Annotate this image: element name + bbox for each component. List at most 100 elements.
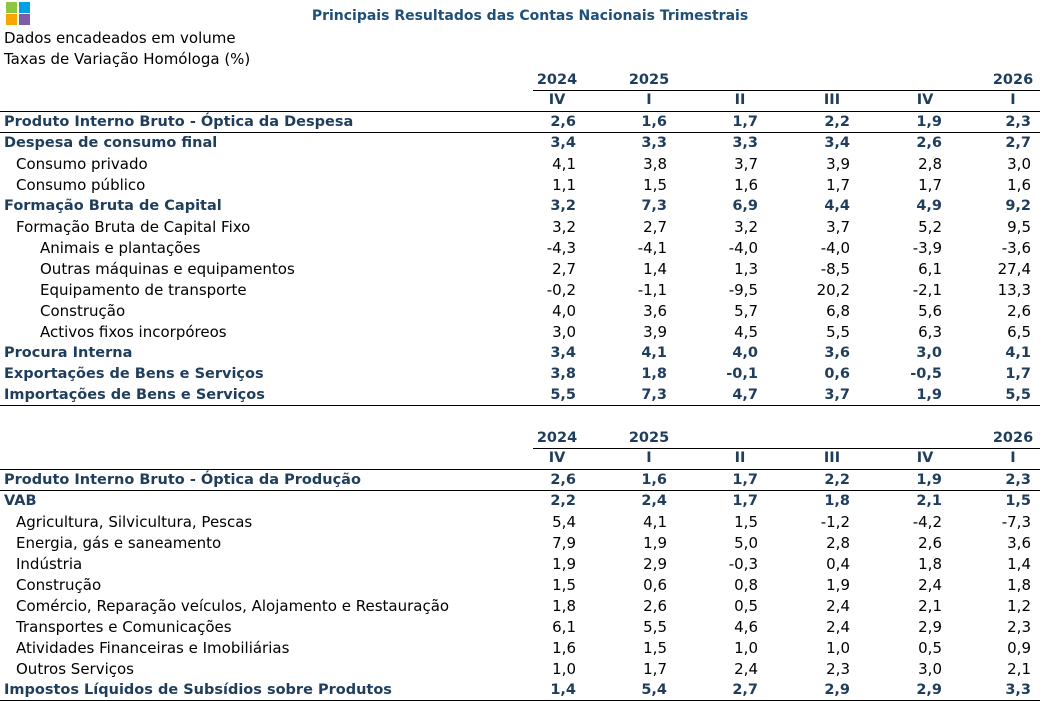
year-label: 2024 [536, 72, 578, 88]
cell-value: 2,9 [643, 555, 667, 573]
quarter-label: IV [548, 92, 566, 108]
cell-value: 2,8 [826, 534, 850, 552]
cell-value: 0,6 [824, 366, 850, 382]
cell-value: 3,9 [826, 155, 850, 173]
cell-value: 1,2 [1007, 597, 1031, 615]
divider [533, 448, 1040, 449]
cell-value: 5,4 [552, 513, 576, 531]
cell-value: 1,7 [732, 472, 758, 488]
cell-value: 2,3 [1005, 472, 1031, 488]
cell-value: 2,8 [918, 155, 942, 173]
cell-value: 5,6 [918, 302, 942, 320]
cell-value: 4,1 [643, 513, 667, 531]
cell-value: 4,5 [734, 323, 758, 341]
divider [0, 469, 1040, 470]
year-label: 2024 [536, 430, 578, 446]
cell-value: 3,7 [824, 387, 850, 403]
cell-value: 1,7 [826, 176, 850, 194]
cell-value: 2,9 [918, 618, 942, 636]
cell-value: 4,0 [552, 302, 576, 320]
cell-value: 4,6 [734, 618, 758, 636]
cell-value: -7,3 [1001, 513, 1031, 531]
cell-value: 0,5 [918, 639, 942, 657]
cell-value: -2,1 [912, 281, 942, 299]
logo-square [6, 2, 17, 13]
year-label: 2026 [992, 72, 1034, 88]
logo-square [19, 2, 30, 13]
quarter-label: III [823, 450, 841, 466]
quarter-label: I [1010, 450, 1016, 466]
subtitle: Dados encadeados em volume [4, 29, 236, 47]
cell-value: -1,1 [637, 281, 667, 299]
row-label: Produto Interno Bruto - Óptica da Produç… [4, 472, 361, 488]
year-label: 2025 [628, 72, 670, 88]
cell-value: 3,0 [552, 323, 576, 341]
cell-value: 2,9 [824, 682, 850, 698]
cell-value: 9,5 [1007, 218, 1031, 236]
cell-value: -8,5 [820, 260, 850, 278]
cell-value: 5,5 [1005, 387, 1031, 403]
cell-value: 3,8 [550, 366, 576, 382]
title: Principais Resultados das Contas Naciona… [311, 8, 749, 24]
row-label: Transportes e Comunicações [16, 618, 232, 636]
cell-value: 4,9 [916, 198, 942, 214]
cell-value: 3,6 [643, 302, 667, 320]
cell-value: 1,9 [916, 472, 942, 488]
cell-value: 5,0 [734, 534, 758, 552]
cell-value: 27,4 [997, 260, 1031, 278]
cell-value: 2,1 [1007, 660, 1031, 678]
row-label: Comércio, Reparação veículos, Alojamento… [16, 597, 450, 615]
cell-value: 2,4 [826, 618, 850, 636]
cell-value: 1,5 [643, 176, 667, 194]
row-label: Atividades Financeiras e Imobiliárias [16, 639, 290, 657]
year-label: 2025 [628, 430, 670, 446]
cell-value: 2,7 [1005, 135, 1031, 151]
cell-value: 2,7 [643, 218, 667, 236]
cell-value: 5,5 [550, 387, 576, 403]
cell-value: 2,2 [824, 114, 850, 130]
year-label: 2026 [992, 430, 1034, 446]
cell-value: 2,3 [826, 660, 850, 678]
subtitle: Taxas de Variação Homóloga (%) [4, 50, 251, 68]
cell-value: 3,4 [550, 345, 576, 361]
cell-value: 1,9 [916, 114, 942, 130]
cell-value: 1,3 [734, 260, 758, 278]
logo-square [19, 14, 30, 25]
row-label: Despesa de consumo final [4, 135, 218, 151]
cell-value: 3,0 [1007, 155, 1031, 173]
cell-value: 2,1 [918, 597, 942, 615]
row-label: Energia, gás e saneamento [16, 534, 222, 552]
cell-value: 2,4 [918, 576, 942, 594]
cell-value: 3,4 [550, 135, 576, 151]
cell-value: 0,4 [826, 555, 850, 573]
cell-value: 1,0 [826, 639, 850, 657]
cell-value: 2,4 [826, 597, 850, 615]
cell-value: 2,2 [824, 472, 850, 488]
divider [0, 111, 1040, 112]
cell-value: 1,6 [734, 176, 758, 194]
cell-value: 3,3 [732, 135, 758, 151]
divider [0, 132, 1040, 133]
cell-value: 1,7 [1005, 366, 1031, 382]
row-label: Agricultura, Silvicultura, Pescas [16, 513, 253, 531]
cell-value: 5,5 [826, 323, 850, 341]
row-label: Consumo público [16, 176, 146, 194]
cell-value: 1,5 [552, 576, 576, 594]
logo-square [6, 14, 17, 25]
row-label: Importações de Bens e Serviços [4, 387, 265, 403]
cell-value: 1,9 [916, 387, 942, 403]
cell-value: 3,2 [552, 218, 576, 236]
cell-value: 7,9 [552, 534, 576, 552]
cell-value: 1,6 [1007, 176, 1031, 194]
cell-value: -0,3 [728, 555, 758, 573]
cell-value: 5,7 [734, 302, 758, 320]
cell-value: 5,2 [918, 218, 942, 236]
cell-value: 2,4 [734, 660, 758, 678]
cell-value: 2,6 [918, 534, 942, 552]
cell-value: 0,9 [1007, 639, 1031, 657]
quarter-label: IV [916, 92, 934, 108]
cell-value: 1,4 [550, 682, 576, 698]
cell-value: 1,1 [552, 176, 576, 194]
cell-value: 2,7 [552, 260, 576, 278]
cell-value: -4,2 [912, 513, 942, 531]
